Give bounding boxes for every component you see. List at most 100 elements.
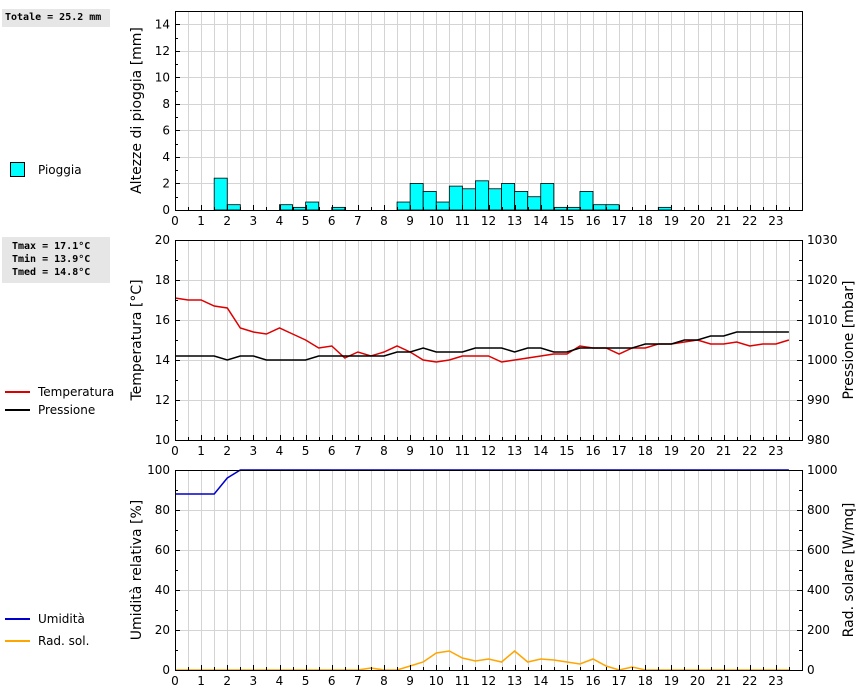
x-tick-label: 5	[302, 214, 310, 228]
x-tick-label: 10	[429, 214, 444, 228]
rain-bar	[422, 191, 437, 211]
rain-bar	[435, 201, 450, 211]
tmed-label: Tmed = 14.8°C	[12, 267, 91, 278]
rain-total-label: Totale = 25.2 mm	[5, 12, 102, 23]
x-tick-label: 2	[223, 674, 231, 688]
rain-total-box: Totale = 25.2 mm	[2, 9, 110, 27]
temp-x-axis: 0 1 2 3 4 5 6 7 8 9 10 11 12 13 14 15 16 17 18 19 20 21 22 23	[171, 435, 803, 458]
x-tick-label: 3	[250, 674, 258, 688]
x-tick-label: 4	[276, 214, 284, 228]
y-tick-label: 12	[155, 44, 170, 58]
series-line-rad-sol-	[175, 650, 789, 671]
rain-bar	[448, 185, 463, 211]
umidita-swatch	[5, 618, 30, 620]
temp-chart: 0 1 2 3 4 5 6 7 8 9 10 11 12 13 14 15 16 17 18 19 20 21 22 2310…	[129, 233, 857, 458]
x-tick-label: 8	[380, 214, 388, 228]
legend-label-temperatura: Temperatura	[38, 385, 115, 399]
x-tick-label: 18	[638, 214, 653, 228]
humidity-legend: Umidità Rad. sol.	[5, 612, 120, 652]
temperature-stats-box: Tmax = 17.1°C Tmin = 13.9°C Tmed = 14.8°…	[2, 237, 110, 283]
x-tick-label: 17	[611, 444, 626, 458]
x-tick-label: 14	[533, 214, 548, 228]
x-tick-label: 5	[302, 444, 310, 458]
temp-legend: Temperatura Pressione	[5, 385, 120, 421]
x-tick-label: 10	[429, 674, 444, 688]
rain-bar	[305, 201, 320, 211]
y2-tick-label: 1000	[807, 353, 838, 367]
x-tick-label: 11	[455, 214, 470, 228]
y-tick-label: 14	[155, 17, 170, 31]
rain-bars	[213, 177, 672, 211]
y-tick-label: 8	[162, 97, 170, 111]
legend-item-radsol: Rad. sol.	[5, 634, 120, 652]
temp-y2-axis: 980 990 1000 1010 1020 1030 Pressione [mbar]	[797, 233, 857, 447]
x-tick-label: 6	[328, 214, 336, 228]
temp-grid	[175, 240, 803, 441]
x-tick-label: 7	[354, 214, 362, 228]
y-axis-label: Altezze di pioggia [mm]	[129, 27, 145, 194]
x-tick-label: 23	[768, 674, 783, 688]
x-tick-label: 3	[250, 214, 258, 228]
x-tick-label: 12	[481, 214, 496, 228]
y2-tick-label: 400	[807, 583, 830, 597]
legend-item-umidita: Umidità	[5, 612, 120, 634]
rain-y-axis: 0 2 4 6 8 10 12 14 Altezze di pioggia [mm]	[129, 17, 180, 217]
x-tick-label: 4	[276, 444, 284, 458]
x-tick-label: 16	[585, 214, 600, 228]
series-line-pressione	[175, 331, 789, 361]
legend-label-radsol: Rad. sol.	[38, 634, 90, 648]
x-tick-label: 12	[481, 444, 496, 458]
y-axis-label: Temperatura [°C]	[129, 279, 145, 401]
y2-tick-label: 1000	[807, 463, 838, 477]
x-tick-label: 2	[223, 214, 231, 228]
x-tick-label: 20	[690, 444, 705, 458]
rain-frame	[175, 11, 803, 211]
y-tick-label: 60	[155, 543, 170, 557]
rain-bar	[279, 204, 293, 211]
x-tick-label: 14	[533, 444, 548, 458]
x-tick-label: 21	[716, 214, 731, 228]
x-tick-label: 0	[171, 444, 179, 458]
y2-axis-label: Pressione [mbar]	[841, 280, 857, 399]
rain-bar	[213, 177, 228, 211]
temp-y-axis: 10 12 14 16 18 20 Temperatura [°C]	[129, 233, 180, 447]
x-tick-label: 15	[559, 214, 574, 228]
x-tick-label: 18	[638, 674, 653, 688]
x-tick-label: 7	[354, 444, 362, 458]
y-tick-label: 10	[155, 70, 170, 84]
y-tick-label: 10	[155, 433, 170, 447]
x-tick-label: 13	[507, 444, 522, 458]
rain-bar	[331, 206, 346, 211]
rain-bar	[409, 183, 424, 211]
legend-label-pioggia: Pioggia	[38, 163, 82, 177]
y-tick-label: 2	[162, 176, 170, 190]
rain-bar	[592, 204, 607, 211]
tmin-label: Tmin = 13.9°C	[12, 254, 91, 265]
rain-bar	[657, 206, 672, 211]
x-tick-label: 22	[742, 444, 757, 458]
x-tick-label: 0	[171, 214, 179, 228]
x-tick-label: 9	[406, 674, 414, 688]
rain-bar	[605, 204, 620, 211]
hum-grid	[175, 470, 803, 671]
x-tick-label: 16	[585, 674, 600, 688]
x-tick-label: 21	[716, 674, 731, 688]
rain-bar	[540, 183, 555, 211]
hum-chart: 0 1 2 3 4 5 6 7 8 9 10 11 12 13 14 15 16 17 18 19 20 21 22 2302…	[129, 463, 857, 688]
x-tick-label: 16	[585, 444, 600, 458]
x-tick-label: 1	[197, 444, 205, 458]
x-tick-label: 19	[664, 444, 679, 458]
rain-bar	[461, 188, 476, 211]
x-tick-label: 22	[742, 674, 757, 688]
y-tick-label: 0	[162, 203, 170, 217]
pioggia-swatch	[10, 162, 25, 177]
rain-bar	[579, 191, 594, 211]
x-tick-label: 19	[664, 674, 679, 688]
x-tick-label: 19	[664, 214, 679, 228]
y2-tick-label: 1020	[807, 273, 838, 287]
x-tick-label: 8	[380, 674, 388, 688]
rain-grid	[175, 11, 803, 211]
x-tick-label: 15	[559, 444, 574, 458]
y-tick-label: 12	[155, 393, 170, 407]
x-tick-label: 1	[197, 214, 205, 228]
